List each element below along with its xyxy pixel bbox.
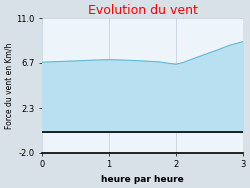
Y-axis label: Force du vent en Km/h: Force du vent en Km/h	[4, 42, 13, 129]
Title: Evolution du vent: Evolution du vent	[88, 4, 198, 17]
X-axis label: heure par heure: heure par heure	[101, 175, 184, 184]
